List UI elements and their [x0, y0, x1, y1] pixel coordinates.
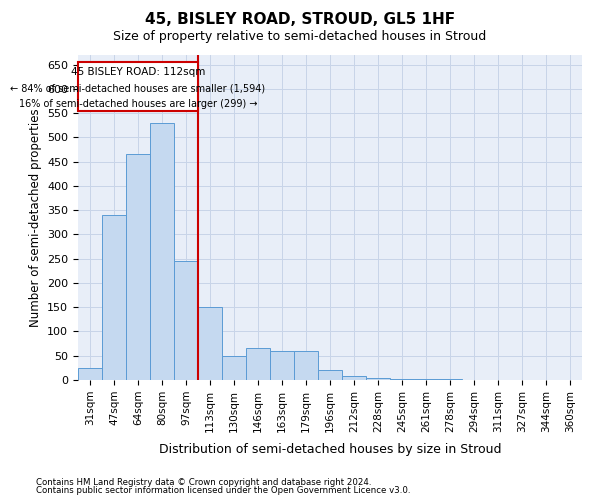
- Bar: [294, 351, 318, 380]
- Text: 45 BISLEY ROAD: 112sqm: 45 BISLEY ROAD: 112sqm: [71, 67, 205, 77]
- Bar: [318, 370, 342, 380]
- Bar: [198, 307, 222, 380]
- Bar: [102, 215, 126, 380]
- Text: ← 84% of semi-detached houses are smaller (1,594): ← 84% of semi-detached houses are smalle…: [10, 84, 266, 94]
- Bar: [78, 368, 102, 380]
- Bar: [414, 379, 438, 380]
- X-axis label: Distribution of semi-detached houses by size in Stroud: Distribution of semi-detached houses by …: [159, 443, 501, 456]
- Y-axis label: Number of semi-detached properties: Number of semi-detached properties: [29, 108, 41, 327]
- Bar: [126, 154, 150, 380]
- Bar: [174, 261, 198, 380]
- Bar: [246, 348, 270, 380]
- Bar: [342, 376, 366, 380]
- Text: 45, BISLEY ROAD, STROUD, GL5 1HF: 45, BISLEY ROAD, STROUD, GL5 1HF: [145, 12, 455, 26]
- Text: Size of property relative to semi-detached houses in Stroud: Size of property relative to semi-detach…: [113, 30, 487, 43]
- Text: 16% of semi-detached houses are larger (299) →: 16% of semi-detached houses are larger (…: [19, 99, 257, 109]
- FancyBboxPatch shape: [78, 62, 198, 111]
- Bar: [270, 351, 294, 380]
- Bar: [222, 356, 246, 380]
- Bar: [150, 123, 174, 380]
- Text: Contains public sector information licensed under the Open Government Licence v3: Contains public sector information licen…: [36, 486, 410, 495]
- Bar: [390, 378, 414, 380]
- Text: Contains HM Land Registry data © Crown copyright and database right 2024.: Contains HM Land Registry data © Crown c…: [36, 478, 371, 487]
- Bar: [366, 378, 390, 380]
- Bar: [438, 379, 462, 380]
